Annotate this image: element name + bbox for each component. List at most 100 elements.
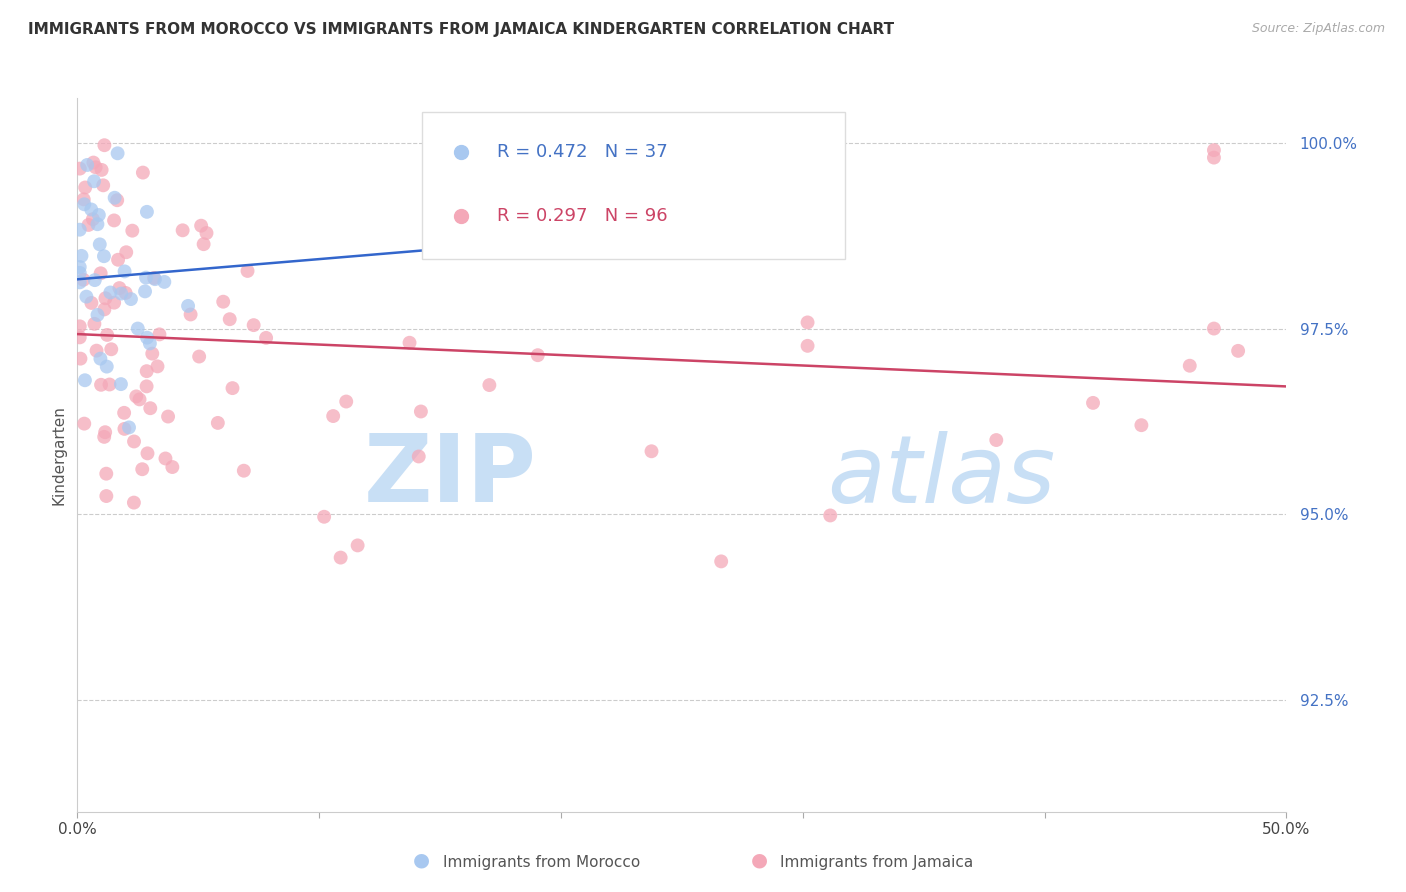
Point bbox=[1130, 418, 1153, 433]
Point bbox=[135, 364, 157, 378]
Text: R = 0.297   N = 96: R = 0.297 N = 96 bbox=[496, 207, 668, 225]
Point bbox=[114, 422, 136, 436]
Point bbox=[108, 281, 131, 295]
Point bbox=[136, 446, 159, 460]
Point bbox=[1178, 359, 1201, 373]
Text: ●: ● bbox=[413, 851, 430, 870]
Point bbox=[73, 193, 96, 207]
Point bbox=[236, 264, 259, 278]
Point bbox=[115, 245, 138, 260]
Point bbox=[322, 409, 344, 423]
Point bbox=[146, 359, 169, 374]
Point bbox=[408, 450, 430, 464]
Point bbox=[114, 285, 136, 300]
Point bbox=[96, 327, 118, 342]
Point bbox=[107, 252, 129, 267]
Point bbox=[1227, 343, 1250, 358]
Y-axis label: Kindergarten: Kindergarten bbox=[51, 405, 66, 505]
Point bbox=[125, 389, 148, 403]
Point bbox=[96, 467, 118, 481]
Point bbox=[69, 266, 91, 280]
Point bbox=[82, 212, 104, 227]
Point bbox=[110, 377, 132, 392]
Text: atlas: atlas bbox=[827, 431, 1056, 522]
Point bbox=[94, 291, 117, 305]
Point bbox=[254, 331, 277, 345]
Point bbox=[1081, 396, 1104, 410]
Point bbox=[70, 249, 93, 263]
Point bbox=[83, 174, 105, 188]
Point bbox=[141, 346, 163, 360]
Point bbox=[118, 420, 141, 434]
Point bbox=[98, 285, 121, 300]
Point bbox=[69, 260, 91, 274]
Point bbox=[112, 406, 135, 420]
Point bbox=[96, 489, 118, 503]
Point bbox=[69, 351, 91, 366]
Point bbox=[398, 335, 420, 350]
Point bbox=[90, 162, 112, 177]
Point bbox=[84, 161, 107, 175]
Point bbox=[69, 161, 91, 176]
Point bbox=[818, 508, 841, 523]
Point bbox=[157, 409, 180, 424]
Point bbox=[96, 359, 118, 374]
Point bbox=[80, 202, 103, 217]
Point bbox=[314, 509, 336, 524]
Point bbox=[172, 223, 194, 237]
Point bbox=[104, 191, 127, 205]
Point bbox=[207, 416, 229, 430]
Point bbox=[127, 321, 149, 335]
Point bbox=[72, 273, 94, 287]
Point bbox=[1202, 151, 1225, 165]
Point bbox=[221, 381, 243, 395]
Point bbox=[121, 224, 143, 238]
Point bbox=[93, 302, 115, 317]
Point bbox=[190, 219, 212, 233]
Point bbox=[148, 327, 170, 342]
Point bbox=[87, 208, 110, 222]
Point bbox=[526, 348, 548, 362]
Point bbox=[177, 299, 200, 313]
Text: R = 0.472   N = 37: R = 0.472 N = 37 bbox=[496, 143, 668, 161]
Point bbox=[122, 434, 145, 449]
Point bbox=[69, 276, 91, 290]
Point bbox=[103, 295, 125, 310]
Point bbox=[69, 330, 91, 344]
Text: Source: ZipAtlas.com: Source: ZipAtlas.com bbox=[1251, 22, 1385, 36]
Point bbox=[710, 554, 733, 568]
Point bbox=[75, 290, 97, 304]
Point bbox=[143, 271, 166, 285]
Point bbox=[86, 308, 108, 322]
Point bbox=[69, 319, 91, 334]
Point bbox=[409, 404, 432, 418]
Point bbox=[796, 339, 818, 353]
Point bbox=[132, 165, 155, 179]
Point bbox=[94, 425, 117, 440]
Point bbox=[193, 237, 215, 252]
Point bbox=[180, 308, 202, 322]
Point bbox=[218, 312, 240, 326]
Point bbox=[93, 249, 115, 263]
Point bbox=[77, 218, 100, 232]
Point bbox=[155, 451, 177, 466]
Point bbox=[135, 379, 157, 393]
Point bbox=[136, 204, 159, 219]
Point bbox=[98, 377, 121, 392]
Point bbox=[478, 378, 501, 392]
Point bbox=[122, 495, 145, 509]
Point bbox=[128, 392, 150, 407]
Point bbox=[93, 430, 115, 444]
Point bbox=[105, 193, 128, 207]
Text: ●: ● bbox=[751, 851, 768, 870]
Point bbox=[212, 294, 235, 309]
Point bbox=[90, 377, 112, 392]
Point bbox=[73, 197, 96, 211]
Point bbox=[89, 237, 111, 252]
Point bbox=[139, 336, 162, 351]
Point bbox=[346, 538, 368, 552]
Text: ZIP: ZIP bbox=[364, 430, 537, 523]
Point bbox=[153, 275, 176, 289]
Point bbox=[91, 178, 114, 193]
Point bbox=[83, 273, 105, 287]
